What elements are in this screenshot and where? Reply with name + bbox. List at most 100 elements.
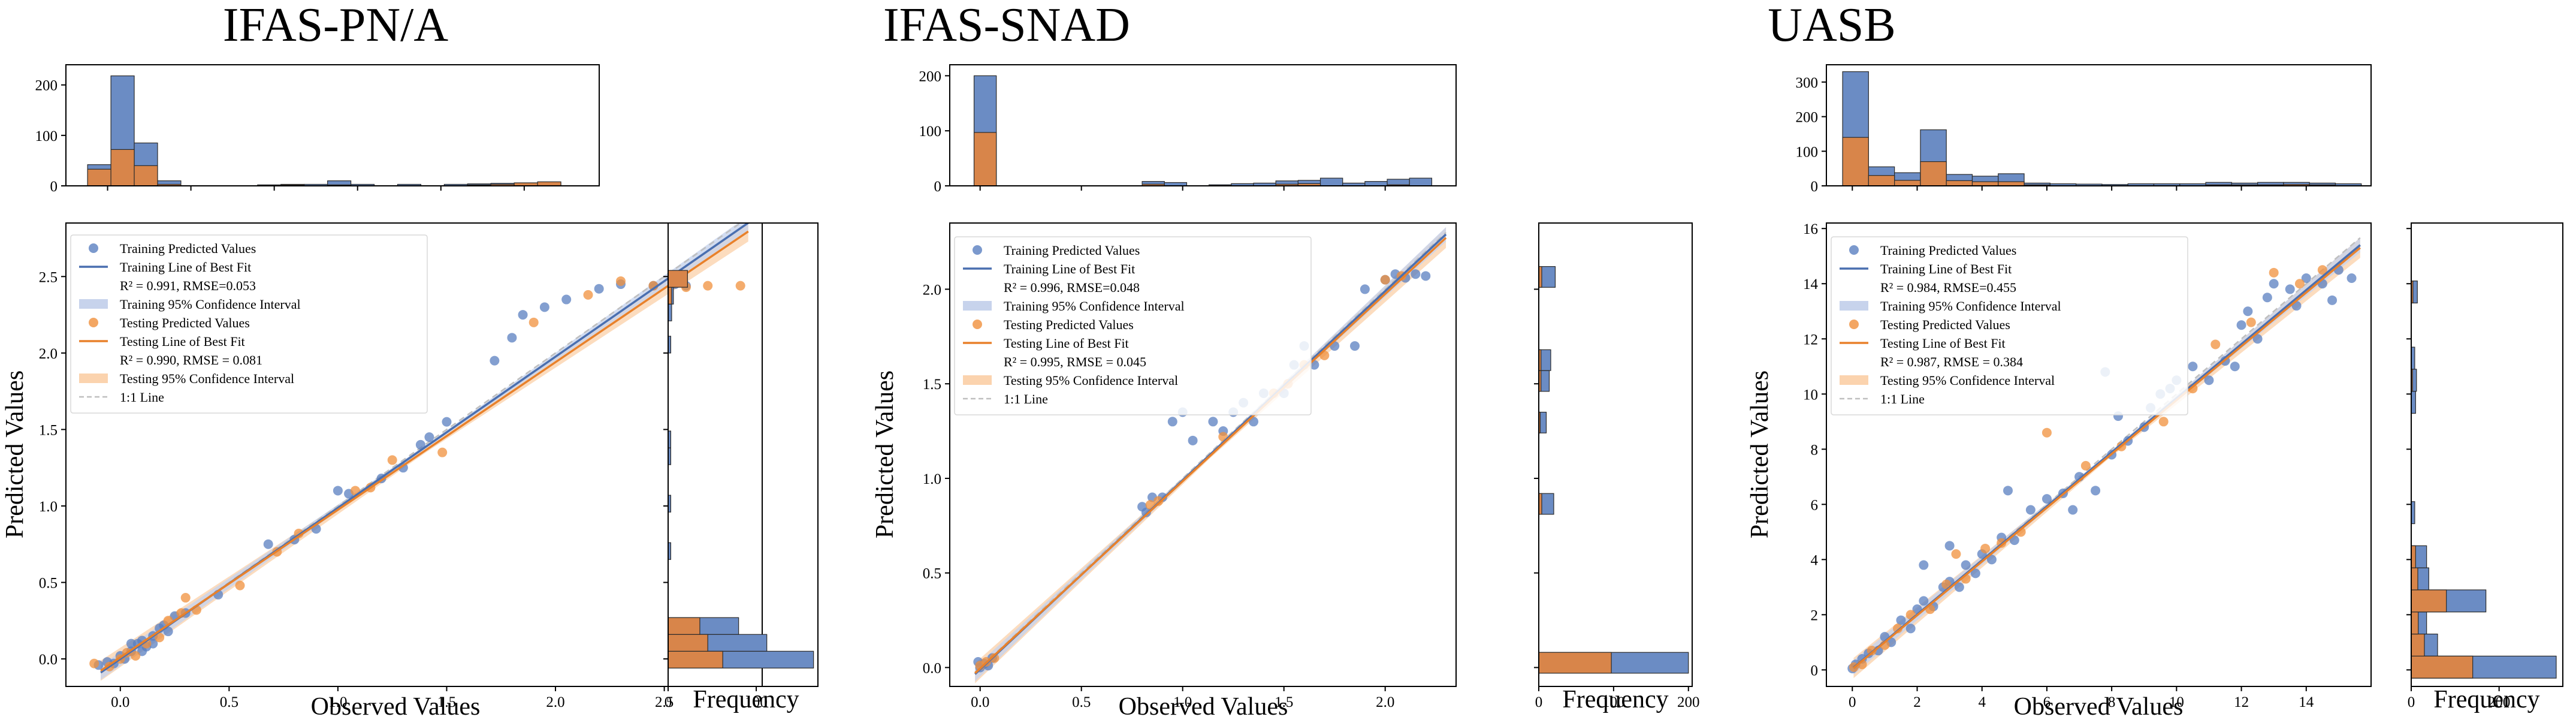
right-histogram: 0 100 200 Frequency: [1534, 222, 1700, 713]
x-tick-label: 1.5: [1275, 694, 1293, 710]
training-point: [415, 439, 425, 450]
panel-3: UASB 0 2 4 6 8 10 12 14 0 2 4 6 8 10 12 14 16 Observed Val…: [1746, 0, 2563, 721]
y-tick-label: 16: [1803, 221, 1818, 237]
right-hist-tick-label: 200: [1677, 694, 1700, 710]
training-point: [2269, 279, 2279, 289]
training-point: [1167, 417, 1177, 427]
right-hist-test-bar: [2411, 589, 2447, 613]
scatter-frame: [949, 222, 1457, 687]
top-hist-frame: [949, 64, 1457, 186]
x-tick-label: 8: [2108, 694, 2116, 710]
y-tick-label: 0.0: [39, 652, 58, 668]
top-histogram: 0 100 200: [35, 64, 600, 195]
legend-label: R² = 0.996, RMSE=0.048: [1004, 280, 1140, 295]
x-tick-label: 4: [1978, 694, 1986, 710]
frequency-label: Frequency: [1562, 686, 1668, 713]
top-histogram: 0 100 200 300: [1796, 64, 2372, 195]
legend-label: Training Predicted Values: [1880, 243, 2016, 258]
training-point: [2091, 486, 2101, 496]
legend-label: Training Predicted Values: [120, 241, 256, 256]
testing-point: [2294, 279, 2305, 289]
scatter-plot-area: [1847, 237, 2361, 679]
frequency-label: Frequency: [693, 686, 799, 713]
training-point: [2243, 306, 2253, 317]
panel-2: IFAS-SNAD 0.0 0.5 1.0 1.5 2.0 0.0 0.5 1.0 1.5 2.0 O…: [871, 0, 1700, 721]
y-tick-label: 0.5: [923, 566, 941, 582]
testing-point: [1951, 549, 1961, 559]
testing-point: [437, 447, 448, 457]
top-hist-tick-label: 0: [50, 179, 58, 195]
y-tick-label: 2.0: [923, 282, 941, 298]
right-hist-test-bar: [668, 617, 700, 635]
training-point: [424, 432, 434, 442]
testing-point: [615, 276, 626, 286]
x-tick-label: 2.0: [546, 694, 564, 710]
x-tick-label: 12: [2234, 694, 2249, 710]
y-tick-label: 14: [1803, 276, 1819, 293]
top-hist-tick-label: 200: [35, 78, 58, 94]
top-hist-train-bar: [1364, 181, 1388, 186]
testing-point: [735, 281, 745, 291]
training-point: [1188, 435, 1198, 445]
y-tick-label: 6: [1811, 497, 1819, 513]
top-hist-train-bar: [1319, 177, 1343, 186]
testing-point: [1153, 496, 1164, 506]
testing-point: [2246, 317, 2256, 327]
legend: Training Predicted Values Training Line o…: [1831, 236, 2188, 415]
training-point: [490, 356, 500, 366]
top-hist-test-bar: [1868, 175, 1895, 186]
x-tick-label: 10: [2169, 694, 2184, 710]
training-point: [594, 284, 604, 294]
legend-label: Testing Predicted Values: [1004, 317, 1134, 332]
legend-label: R² = 0.991, RMSE=0.053: [120, 278, 256, 293]
legend-label: Testing 95% Confidence Interval: [1004, 373, 1178, 388]
training-point: [518, 310, 528, 320]
top-hist-tick-label: 100: [1796, 144, 1819, 160]
x-tick-label: 14: [2299, 694, 2314, 710]
top-hist-test-bar: [1894, 180, 1921, 186]
training-point: [1919, 560, 1929, 570]
legend-label: Training Predicted Values: [1004, 243, 1140, 258]
top-hist-frame: [65, 64, 600, 186]
testing-point: [2210, 339, 2221, 350]
right-hist-test-bar: [2411, 633, 2425, 656]
right-hist-tick-label: 100: [745, 694, 768, 710]
testing-point: [235, 580, 245, 591]
y-tick-label: 1.0: [39, 499, 58, 515]
x-axis-label: Observed Values: [311, 693, 481, 721]
training-point: [263, 539, 273, 549]
x-tick-label: 1.0: [328, 694, 347, 710]
testing-point: [2042, 427, 2052, 438]
top-hist-test-bar: [134, 165, 158, 186]
scatter-frame: [1826, 222, 2372, 687]
training-point: [1919, 596, 1929, 606]
training-point: [2068, 505, 2078, 515]
x-tick-label: 2.0: [1376, 694, 1394, 710]
right-hist-test-bar: [2411, 567, 2418, 591]
legend-label: Testing Line of Best Fit: [1880, 336, 2006, 351]
training-point: [1411, 269, 1421, 279]
training-point: [539, 302, 549, 312]
top-hist-test-bar: [1971, 181, 1999, 186]
x-tick-label: 6: [2043, 694, 2051, 710]
legend-label: 1:1 Line: [1004, 391, 1048, 406]
x-tick-label: 0: [1849, 694, 1856, 710]
testing-point: [89, 658, 99, 668]
training-point: [2236, 320, 2246, 330]
x-tick-label: 0.0: [111, 694, 129, 710]
right-hist-tick-label: 0: [1535, 694, 1543, 710]
testing-fit-line: [974, 237, 1447, 674]
testing-point: [180, 593, 191, 603]
training-point: [1986, 555, 1997, 565]
testing-point: [583, 290, 593, 300]
legend-box: [70, 234, 428, 414]
y-axis-label: Predicted Values: [1, 370, 29, 538]
x-tick-label: 1.0: [1173, 694, 1192, 710]
training-point: [2347, 273, 2357, 284]
training-point: [2327, 295, 2338, 305]
right-hist-tick-label: 0: [2408, 694, 2415, 710]
training-point: [561, 294, 572, 305]
y-tick-label: 8: [1811, 442, 1819, 458]
